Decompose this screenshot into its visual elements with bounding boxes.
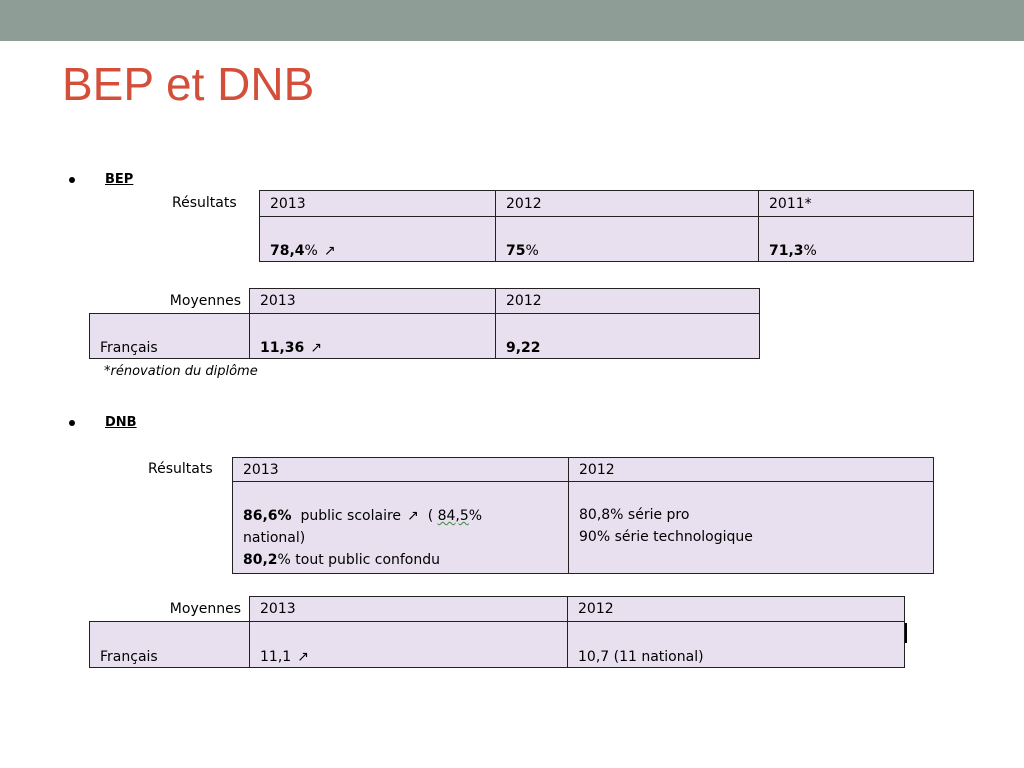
bullet-dot-bep xyxy=(69,177,75,183)
table-header-cell: 2013 xyxy=(259,190,496,217)
table-header-cell: 2012 xyxy=(567,596,905,622)
table-cell: 80,8% série pro 90% série technologique xyxy=(568,481,934,574)
bullet-dot-dnb xyxy=(69,420,75,426)
dnb-averages-table: Moyennes 2013 2012 Français 11,1 ↗ 10,7 (… xyxy=(89,596,905,668)
table-header-cell: 2013 xyxy=(249,596,568,622)
bep-results-label: Résultats xyxy=(172,195,237,211)
dnb-averages-label: Moyennes xyxy=(89,596,250,622)
table-header-cell: 2012 xyxy=(495,190,759,217)
table-cell: 75% xyxy=(495,216,759,262)
table-header-cell: 2011* xyxy=(758,190,974,217)
bep-averages-label: Moyennes xyxy=(89,288,250,314)
table-cell: 9,22 xyxy=(495,313,760,359)
table-header-cell: 2013 xyxy=(232,457,569,482)
trend-up-icon: ↗ xyxy=(323,243,336,259)
table-cell: 11,36 ↗ xyxy=(249,313,496,359)
row-label: Français xyxy=(89,621,250,668)
bep-averages-table: Moyennes 2013 2012 Français 11,36 ↗ 9,22 xyxy=(89,288,760,359)
table-cell: 10,7 (11 national) xyxy=(567,621,905,668)
text-cursor xyxy=(905,623,907,643)
table-header-cell: 2012 xyxy=(495,288,760,314)
table-header-cell: 2012 xyxy=(568,457,934,482)
bep-heading: BEP xyxy=(105,172,134,187)
dnb-results-table: 2013 2012 86,6% public scolaire ↗ ( 84,5%… xyxy=(232,457,934,574)
top-bar xyxy=(0,0,1024,41)
bep-footnote: *rénovation du diplôme xyxy=(104,364,258,379)
trend-up-icon: ↗ xyxy=(310,340,323,356)
bep-results-table: 2013 2012 2011* 78,4% ↗ 75% 71,3% xyxy=(259,190,974,262)
dnb-heading: DNB xyxy=(105,415,137,430)
row-label: Français xyxy=(89,313,250,359)
table-cell: 86,6% public scolaire ↗ ( 84,5% national)… xyxy=(232,481,569,574)
table-header-cell: 2013 xyxy=(249,288,496,314)
slide-title: BEP et DNB xyxy=(62,58,315,110)
dnb-results-label: Résultats xyxy=(148,461,213,477)
trend-up-icon: ↗ xyxy=(297,649,309,665)
table-cell: 78,4% ↗ xyxy=(259,216,496,262)
trend-up-icon: ↗ xyxy=(407,508,419,524)
table-cell: 71,3% xyxy=(758,216,974,262)
table-cell: 11,1 ↗ xyxy=(249,621,568,668)
